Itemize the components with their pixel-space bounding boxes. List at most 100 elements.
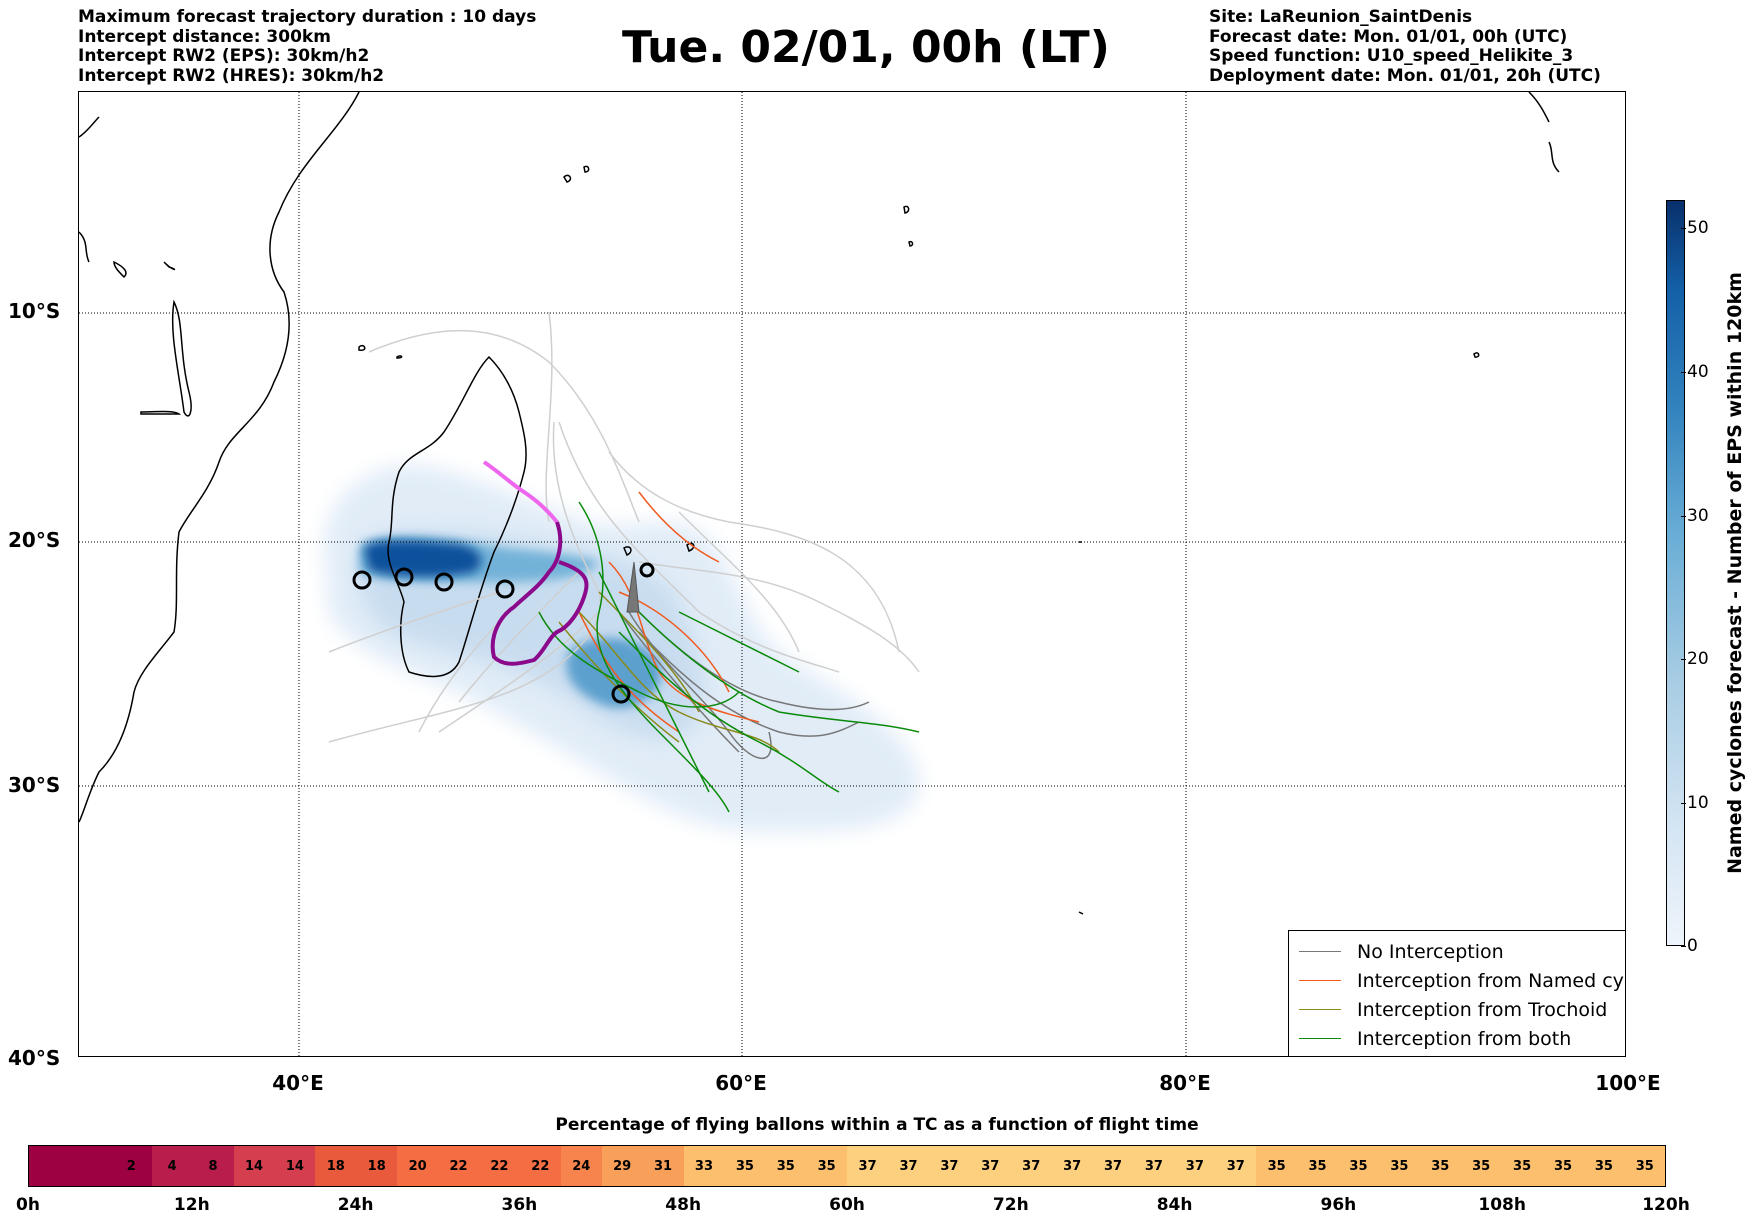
lon-label: 40°E bbox=[272, 1071, 324, 1095]
lon-label: 100°E bbox=[1595, 1071, 1661, 1095]
percentage-cell: 4 bbox=[151, 1146, 193, 1186]
percentage-cell bbox=[29, 1146, 70, 1186]
header-left-line: Intercept RW2 (HRES): 30km/h2 bbox=[78, 65, 385, 86]
eps-density-field bbox=[324, 465, 919, 832]
percentage-cell: 29 bbox=[601, 1146, 643, 1186]
percentage-cell: 37 bbox=[888, 1146, 929, 1186]
time-label: 120h bbox=[1642, 1195, 1690, 1215]
percentage-cell: 37 bbox=[847, 1146, 889, 1186]
lat-label: 30°S bbox=[8, 773, 61, 797]
percentage-cell: 35 bbox=[1583, 1146, 1625, 1186]
header-right-line: Site: LaReunion_SaintDenis bbox=[1209, 7, 1473, 27]
map-canvas bbox=[79, 92, 1625, 1056]
percentage-cell bbox=[69, 1146, 111, 1186]
header-right-info: Site: LaReunion_SaintDenis Forecast date… bbox=[1209, 7, 1601, 86]
legend-item: Interception from Named cyclone bbox=[1299, 966, 1625, 995]
named-cyclone-trajectories bbox=[578, 491, 760, 733]
percentage-cell: 35 bbox=[724, 1146, 766, 1186]
header-right-line: Forecast date: Mon. 01/01, 00h (UTC) bbox=[1209, 26, 1568, 47]
legend-label: Interception from Trochoid bbox=[1357, 998, 1608, 1021]
legend-line-swatch bbox=[1299, 980, 1341, 981]
legend-item: Interception from both bbox=[1299, 1024, 1625, 1053]
percentage-cell: 35 bbox=[1297, 1146, 1338, 1186]
percentage-bar: 2 4 8 14 14 18 18 20 22 22 22 24 29 31 33 35 35 35 37 37 37 3… bbox=[28, 1145, 1666, 1187]
time-label: 24h bbox=[337, 1195, 374, 1215]
percentage-cell: 35 bbox=[1501, 1146, 1543, 1186]
lat-label: 10°S bbox=[8, 299, 61, 323]
light-trajectories bbox=[328, 311, 920, 743]
time-label: 0h bbox=[16, 1195, 40, 1215]
percentage-bar-title: Percentage of flying ballons within a TC… bbox=[555, 1115, 1199, 1135]
legend-label: HRES bbox=[1357, 1057, 1409, 1058]
both-interception-trajectories bbox=[538, 501, 920, 813]
percentage-cell: 31 bbox=[642, 1146, 684, 1186]
header-left-line: Intercept distance: 300km bbox=[78, 26, 331, 47]
percentage-cell: 37 bbox=[1051, 1146, 1093, 1186]
time-label: 96h bbox=[1320, 1195, 1357, 1215]
trajectory-map: No Interception Interception from Named c… bbox=[78, 91, 1626, 1057]
colorbar-tick: 50 bbox=[1681, 218, 1709, 238]
legend-item: HRES bbox=[1299, 1053, 1625, 1058]
lon-label: 80°E bbox=[1159, 1071, 1211, 1095]
percentage-cell: 35 bbox=[765, 1146, 807, 1186]
percentage-cell: 35 bbox=[1378, 1146, 1420, 1186]
time-label: 36h bbox=[501, 1195, 538, 1215]
lat-label: 20°S bbox=[8, 528, 61, 552]
lon-label: 60°E bbox=[715, 1071, 767, 1095]
time-label: 60h bbox=[829, 1195, 865, 1215]
colorbar-tick: 30 bbox=[1681, 506, 1709, 526]
page-title: Tue. 02/01, 00h (LT) bbox=[622, 22, 1110, 73]
percentage-cell: 33 bbox=[683, 1146, 725, 1186]
percentage-cell: 35 bbox=[1460, 1146, 1502, 1186]
percentage-cell: 37 bbox=[1133, 1146, 1175, 1186]
percentage-cell: 37 bbox=[969, 1146, 1011, 1186]
percentage-cell: 35 bbox=[806, 1146, 848, 1186]
percentage-cell: 37 bbox=[1010, 1146, 1052, 1186]
tc-observations bbox=[352, 562, 655, 704]
percentage-cell: 37 bbox=[928, 1146, 970, 1186]
time-label: 12h bbox=[173, 1195, 210, 1215]
percentage-cell: 14 bbox=[274, 1146, 316, 1186]
ensemble-trajectories bbox=[328, 311, 920, 813]
map-gridlines bbox=[79, 92, 1625, 1056]
header-left-line: Maximum forecast trajectory duration : 1… bbox=[78, 7, 537, 27]
legend-line-swatch bbox=[1299, 951, 1341, 952]
percentage-cell: 18 bbox=[356, 1146, 398, 1186]
percentage-cell: 35 bbox=[1542, 1146, 1584, 1186]
legend-label: Interception from Named cyclone bbox=[1357, 969, 1625, 992]
time-label: 108h bbox=[1478, 1195, 1526, 1215]
legend-item: No Interception bbox=[1299, 937, 1625, 966]
header-right-line: Speed function: U10_speed_Helikite_3 bbox=[1209, 46, 1574, 66]
percentage-cell: 35 bbox=[1624, 1146, 1666, 1186]
time-label: 72h bbox=[992, 1195, 1029, 1215]
analysis-trajectory bbox=[626, 561, 640, 613]
legend-item: Interception from Trochoid bbox=[1299, 995, 1625, 1024]
percentage-cell: 2 bbox=[110, 1146, 152, 1186]
percentage-cell: 35 bbox=[1256, 1146, 1298, 1186]
percentage-cell: 14 bbox=[233, 1146, 275, 1186]
legend-line-swatch bbox=[1299, 1038, 1341, 1039]
time-label: 84h bbox=[1156, 1195, 1193, 1215]
map-legend: No Interception Interception from Named c… bbox=[1288, 930, 1625, 1058]
colorbar-tick: 20 bbox=[1681, 649, 1709, 669]
percentage-cell: 22 bbox=[478, 1146, 520, 1186]
percentage-cell: 37 bbox=[1215, 1146, 1257, 1186]
percentage-cell: 22 bbox=[519, 1146, 561, 1186]
colorbar-tick: 0 bbox=[1681, 936, 1698, 956]
percentage-cell: 18 bbox=[315, 1146, 357, 1186]
header-left-line: Intercept RW2 (EPS): 30km/h2 bbox=[78, 46, 370, 66]
percentage-cell: 24 bbox=[560, 1146, 602, 1186]
lat-label: 40°S bbox=[8, 1046, 61, 1070]
percentage-cell: 8 bbox=[192, 1146, 234, 1186]
percentage-cell: 35 bbox=[1419, 1146, 1461, 1186]
legend-line-swatch bbox=[1299, 1009, 1341, 1010]
colorbar-label: Named cyclones forecast - Number of EPS … bbox=[1724, 272, 1746, 874]
percentage-cell: 37 bbox=[1174, 1146, 1216, 1186]
hres-trajectory bbox=[482, 460, 559, 524]
time-label: 48h bbox=[665, 1195, 702, 1215]
percentage-cell: 20 bbox=[397, 1146, 439, 1186]
colorbar-tick: 40 bbox=[1681, 362, 1709, 382]
coastlines bbox=[79, 92, 1560, 915]
legend-label: No Interception bbox=[1357, 940, 1504, 963]
header-left-info: Maximum forecast trajectory duration : 1… bbox=[78, 7, 537, 86]
